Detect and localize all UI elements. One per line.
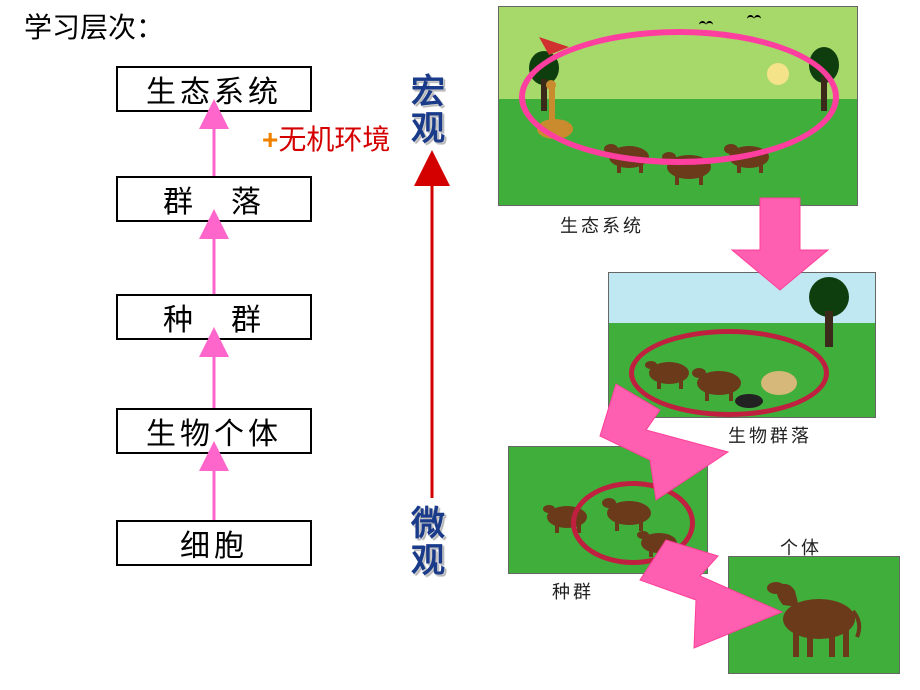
level-individual-label: 生物个体 bbox=[146, 409, 282, 453]
ecosystem-ring bbox=[519, 29, 839, 165]
level-community: 群 落 bbox=[116, 176, 312, 222]
caption-community: 生物群落 bbox=[728, 422, 812, 448]
caption-population: 种群 bbox=[552, 578, 594, 604]
panel-community bbox=[608, 272, 876, 418]
caption-ecosystem: 生态系统 bbox=[560, 212, 644, 238]
macro-text: 宏观 bbox=[411, 73, 445, 148]
abiotic-annotation: + 无机环境 bbox=[262, 118, 390, 158]
individual-animal bbox=[729, 557, 900, 674]
abiotic-text: 无机环境 bbox=[278, 118, 390, 158]
page-title: 学习层次： bbox=[24, 6, 164, 46]
micro-text: 微观 bbox=[411, 505, 445, 580]
level-cell: 细胞 bbox=[116, 520, 312, 566]
level-cell-label: 细胞 bbox=[180, 521, 248, 565]
micro-label: 微观 bbox=[408, 506, 448, 581]
level-community-label: 群 落 bbox=[163, 177, 265, 221]
macro-label: 宏观 bbox=[408, 74, 448, 149]
community-ring bbox=[629, 329, 829, 417]
caption-individual: 个体 bbox=[780, 534, 822, 560]
level-ecosystem-label: 生态系统 bbox=[146, 67, 282, 111]
population-ring bbox=[571, 481, 695, 565]
level-population-label: 种 群 bbox=[163, 295, 265, 339]
level-individual: 生物个体 bbox=[116, 408, 312, 454]
level-population: 种 群 bbox=[116, 294, 312, 340]
plus-sign: + bbox=[262, 124, 278, 156]
panel-individual bbox=[728, 556, 900, 674]
panel-ecosystem bbox=[498, 6, 858, 206]
panel-population bbox=[508, 446, 708, 574]
level-ecosystem: 生态系统 bbox=[116, 66, 312, 112]
